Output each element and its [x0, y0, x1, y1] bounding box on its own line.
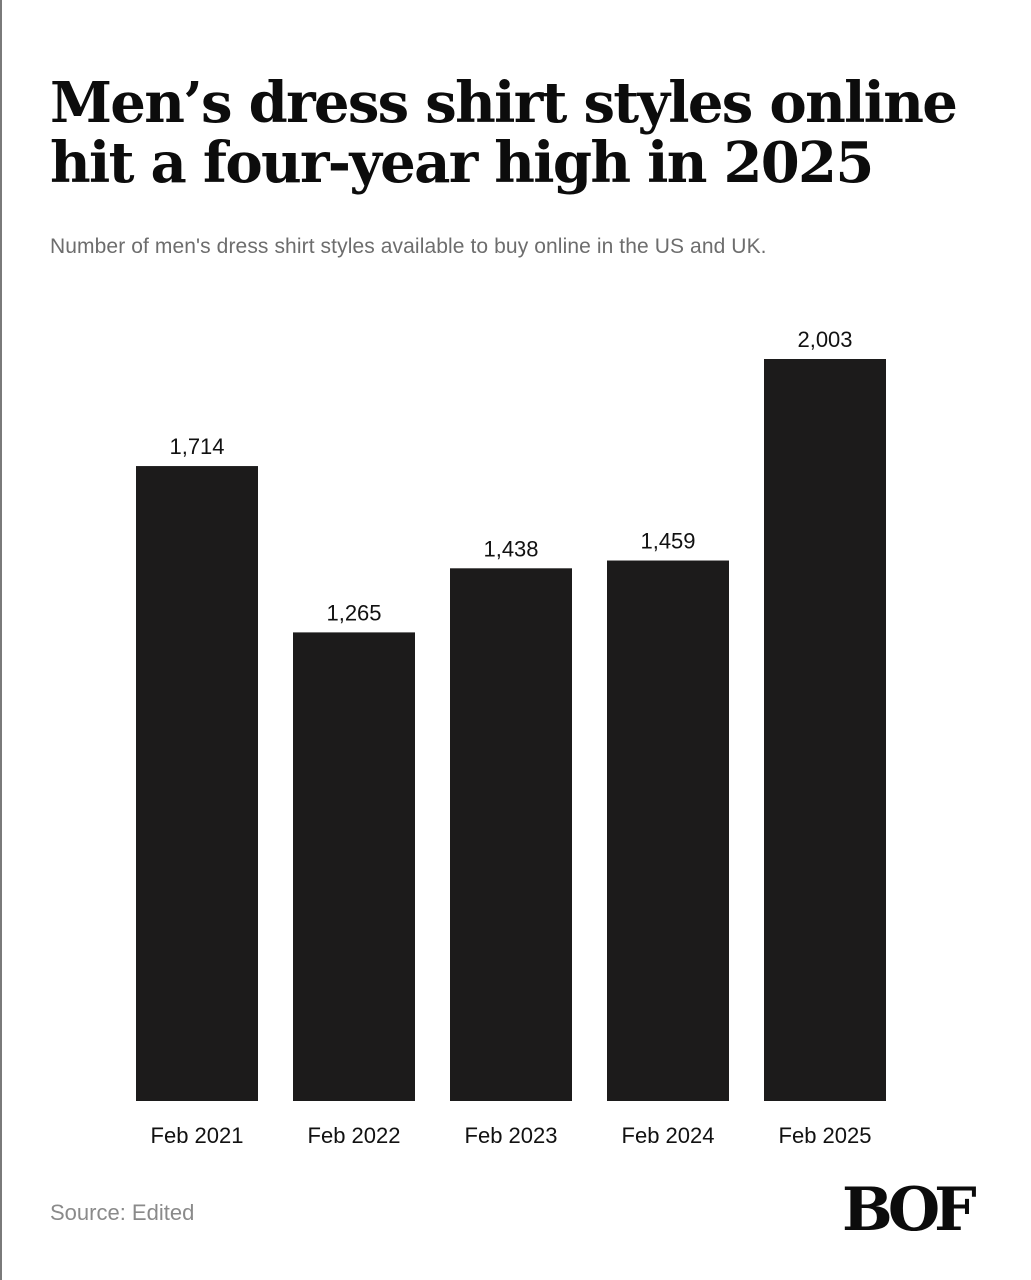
data-label: 1,438 — [483, 536, 538, 561]
data-label: 1,265 — [326, 600, 381, 625]
bar-feb-2025 — [764, 359, 886, 1101]
x-tick-label: Feb 2024 — [622, 1123, 715, 1148]
bar-feb-2022 — [293, 632, 415, 1101]
bar-chart: 1,714 Feb 2021 1,265 Feb 2022 1,438 Feb 2023 1… — [136, 327, 886, 1148]
chart-subtitle: Number of men's dress shirt styles avail… — [50, 235, 767, 258]
x-tick-label: Feb 2021 — [151, 1123, 244, 1148]
bar-feb-2023 — [450, 568, 572, 1101]
x-tick-label: Feb 2025 — [779, 1123, 872, 1148]
data-label: 2,003 — [797, 327, 852, 352]
x-tick-label: Feb 2023 — [465, 1123, 558, 1148]
svg-text:BOF: BOF — [842, 1175, 976, 1245]
data-label: 1,459 — [640, 529, 695, 554]
source-note: Source: Edited — [50, 1200, 195, 1225]
x-tick-label: Feb 2022 — [308, 1123, 401, 1148]
bof-logo: BOF — [842, 1175, 982, 1245]
chart-title: Men’s dress shirt styles online hit a fo… — [50, 70, 958, 196]
bar-feb-2021 — [136, 466, 258, 1101]
bar-feb-2024 — [607, 560, 729, 1101]
data-label: 1,714 — [169, 434, 224, 459]
